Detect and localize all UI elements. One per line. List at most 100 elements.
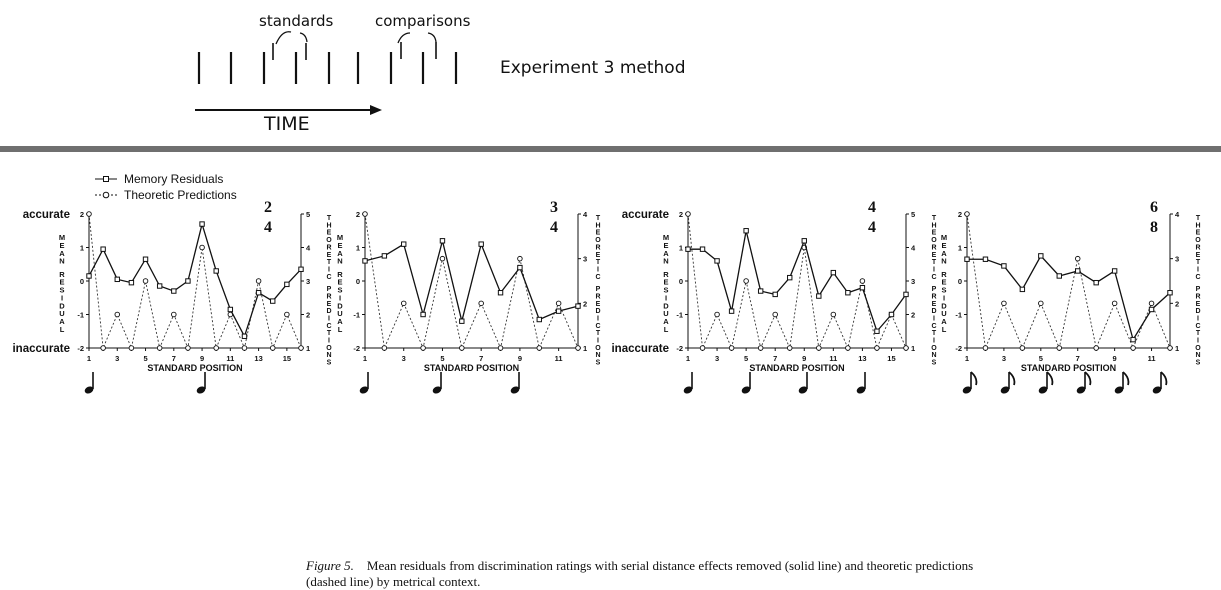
note-head [798,386,808,394]
x-tick-label: 9 [200,354,204,363]
memory-point [199,221,205,227]
memory-line [967,254,1171,342]
axis-title-char: R [326,244,331,251]
axis-title-char: E [337,278,342,287]
right-tick-label: 2 [1175,299,1179,308]
axis-title-char: D [1195,308,1200,315]
axis-title-char: T [596,330,601,337]
memory-point [156,283,163,289]
axis-title-char: T [1196,259,1201,266]
axis-title-char: T [932,259,937,266]
x-tick-label: 15 [887,354,895,363]
x-tick-label: 11 [829,354,837,363]
axis-title-char: I [597,266,599,273]
axis-title-char: D [663,301,669,310]
method-diagram-drawing: standards comparisons TIME [195,12,471,135]
axis-title-char: S [59,286,64,295]
axis-title-char: O [931,345,937,352]
theoretic-point [575,345,581,351]
memory-point [1148,306,1155,313]
left-tick-label: -1 [353,311,360,320]
right-tick-label: 5 [306,210,310,219]
x-axis-title: STANDARD POSITION [424,363,519,373]
axis-title-char: A [663,317,669,326]
note-head [741,386,751,394]
axis-title-char: E [596,252,601,259]
note-head [856,386,866,394]
x-tick-label: 11 [1148,354,1156,363]
theoretic-point [156,345,163,351]
memory-point [1019,286,1026,293]
axis-title-char: C [931,274,936,281]
right-tick-label: 1 [583,344,587,353]
theoretic-point [298,345,304,351]
right-tick-label: 2 [583,299,587,308]
memory-point [555,308,562,314]
axis-title-char: P [327,286,332,293]
standards-arrow [299,32,308,43]
axis-title-char: N [59,257,64,266]
axis-title-char: O [326,237,332,244]
axis-title-char: I [933,338,935,345]
experiment-label: Experiment 3 method [500,58,686,78]
memory-point [757,288,764,294]
memory-point [517,264,523,271]
eighth-note-icon [1152,371,1168,394]
meter-numerator: 4 [868,199,876,216]
divider-bar [0,146,1221,152]
x-tick-label: 5 [744,354,748,363]
axis-title-char: E [327,301,332,308]
axis-title-char: A [941,317,947,326]
axis-title-char: E [932,252,937,259]
memory-point [241,333,248,339]
axis-title-char: T [327,215,332,222]
theoretic-point [100,345,106,351]
theoretic-point [714,311,720,318]
memory-point [1093,279,1099,286]
theoretic-point [114,311,121,318]
axis-title-char: I [597,338,599,345]
memory-point [1038,253,1044,259]
axis-title-char: R [595,293,600,300]
legend-memory-label: Memory Residuals [124,172,223,186]
theoretic-point [241,345,248,351]
note-flag [1084,371,1092,386]
theoretic-point [1074,255,1081,262]
axis-title-char: T [596,259,601,266]
axis-title-char: I [1197,266,1199,273]
theoretic-point [171,311,177,318]
axis-title-char: C [326,274,331,281]
memory-point [1130,336,1136,343]
axis-title-char: E [596,230,601,237]
theoretic-point [517,255,523,262]
axis-title-char: S [932,360,937,367]
memory-point [1001,263,1007,269]
axis-title-char: H [931,222,936,229]
axis-title-char: E [1196,301,1201,308]
x-tick-label: 11 [226,354,234,363]
axis-title-char: S [327,360,332,367]
x-tick-label: 1 [686,354,690,363]
axis-title-char: T [596,215,601,222]
x-tick-label: 5 [440,354,444,363]
right-tick-label: 4 [583,210,588,219]
inaccurate-label: inaccurate [611,343,669,355]
meter-numerator: 6 [1150,199,1158,216]
axis-title-char: C [595,323,600,330]
x-tick-label: 1 [87,354,91,363]
theoretic-point [381,345,388,351]
axis-title-char: L [338,325,343,334]
memory-point [1111,268,1118,274]
left-tick-label: -2 [353,344,360,353]
memory-point [86,273,92,279]
x-tick-label: 1 [363,354,367,363]
memory-point [801,238,807,244]
memory-point [362,258,368,264]
x-tick-label: 13 [858,354,866,363]
x-axis-title: STANDARD POSITION [749,363,844,373]
axis-title-char: S [596,360,601,367]
axis-title-char: E [663,241,668,250]
theoretic-point [459,345,465,351]
